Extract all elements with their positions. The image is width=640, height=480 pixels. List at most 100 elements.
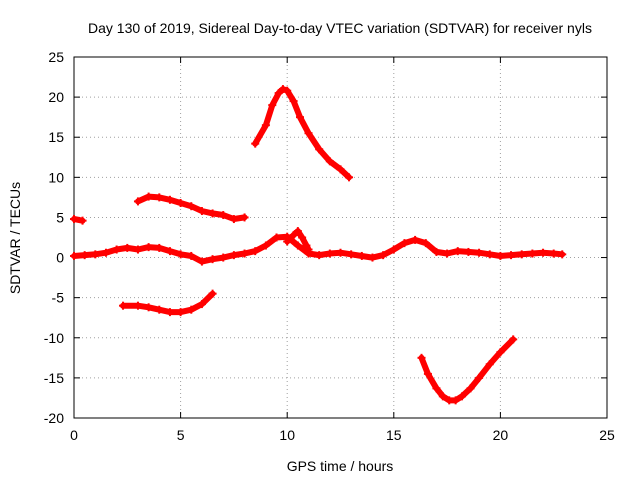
data-point — [496, 348, 505, 357]
x-tick-labels: 0 5 10 15 20 25 — [70, 427, 615, 443]
data-point — [289, 231, 298, 240]
data-point — [144, 192, 153, 201]
data-point — [78, 216, 87, 225]
data-point — [251, 139, 260, 148]
data-point — [187, 202, 196, 211]
data-point — [438, 392, 447, 401]
data-point — [176, 250, 185, 259]
data-point — [165, 308, 174, 317]
data-point — [485, 360, 494, 369]
data-point — [176, 308, 185, 317]
data-point — [315, 251, 324, 260]
data-point — [197, 207, 206, 216]
data-point — [272, 233, 281, 242]
chart-title: Day 130 of 2019, Sidereal Day-to-day VTE… — [88, 20, 592, 36]
y-tick-label: -20 — [44, 410, 64, 426]
series-group — [70, 85, 567, 405]
x-tick-label: 25 — [599, 427, 615, 443]
data-point — [197, 300, 206, 309]
data-point — [400, 239, 409, 248]
data-point — [123, 243, 132, 252]
data-point — [293, 241, 302, 250]
data-point — [133, 197, 142, 206]
y-tick-label: 10 — [48, 169, 64, 185]
y-tick-label: -15 — [44, 370, 64, 386]
data-point — [417, 353, 426, 362]
axis-ticks — [73, 56, 608, 419]
data-point — [496, 251, 505, 260]
data-point — [539, 248, 548, 257]
data-point — [119, 301, 128, 310]
data-point — [283, 237, 292, 246]
x-tick-label: 10 — [279, 427, 295, 443]
y-tick-label: 5 — [56, 209, 64, 225]
data-point — [240, 249, 249, 258]
data-point — [325, 157, 334, 166]
data-point — [315, 145, 324, 154]
data-point — [187, 305, 196, 314]
data-point — [336, 248, 345, 257]
data-point — [423, 369, 432, 378]
y-tick-label: 25 — [48, 49, 64, 65]
data-point — [345, 173, 354, 182]
data-point — [187, 251, 196, 260]
data-point — [208, 209, 217, 218]
data-point — [336, 165, 345, 174]
data-point — [208, 289, 217, 298]
y-axis-title: SDTVAR / TECUs — [7, 182, 23, 294]
data-point — [466, 384, 475, 393]
plot-frame — [73, 56, 608, 419]
y-tick-label: -5 — [52, 290, 65, 306]
y-tick-label: 0 — [56, 250, 64, 266]
data-point — [453, 247, 462, 256]
data-point — [112, 245, 121, 254]
data-point — [451, 396, 460, 405]
data-point — [240, 213, 249, 222]
data-point — [475, 373, 484, 382]
y-tick-label: -10 — [44, 330, 64, 346]
data-point — [509, 335, 518, 344]
series-line-seg-trough — [418, 336, 517, 404]
data-point — [133, 245, 142, 254]
data-point — [278, 85, 287, 94]
data-point — [268, 101, 277, 110]
data-point — [432, 384, 441, 393]
y-tick-labels: -20 -15 -10 -5 0 5 10 15 20 25 — [44, 49, 64, 426]
data-point — [155, 193, 164, 202]
data-point — [368, 253, 377, 262]
data-point — [517, 250, 526, 259]
data-point — [251, 247, 260, 256]
y-tick-label: 20 — [48, 89, 64, 105]
data-point — [549, 249, 558, 258]
data-point — [507, 251, 516, 260]
data-point — [298, 233, 307, 242]
data-point — [475, 248, 484, 257]
grid — [74, 57, 607, 418]
data-point — [325, 249, 334, 258]
data-point — [347, 250, 356, 259]
data-point — [283, 86, 292, 95]
data-point — [70, 251, 78, 260]
data-point — [443, 249, 452, 258]
data-point — [155, 243, 164, 252]
data-point — [133, 301, 142, 310]
data-point — [70, 215, 78, 224]
data-point — [219, 253, 228, 262]
data-point — [101, 248, 110, 257]
data-point — [219, 211, 228, 220]
x-tick-label: 5 — [177, 427, 185, 443]
x-axis-title: GPS time / hours — [287, 458, 394, 474]
data-point — [379, 251, 388, 260]
data-point — [389, 245, 398, 254]
data-point — [302, 241, 311, 250]
data-point — [274, 89, 283, 98]
data-point — [261, 121, 270, 130]
data-point — [176, 199, 185, 208]
series-line-seg-lower-left — [120, 290, 216, 316]
data-point — [411, 235, 420, 244]
data-point — [197, 257, 206, 266]
data-point — [289, 97, 298, 106]
data-point — [144, 303, 153, 312]
data-point — [458, 392, 467, 401]
data-point — [208, 255, 217, 264]
